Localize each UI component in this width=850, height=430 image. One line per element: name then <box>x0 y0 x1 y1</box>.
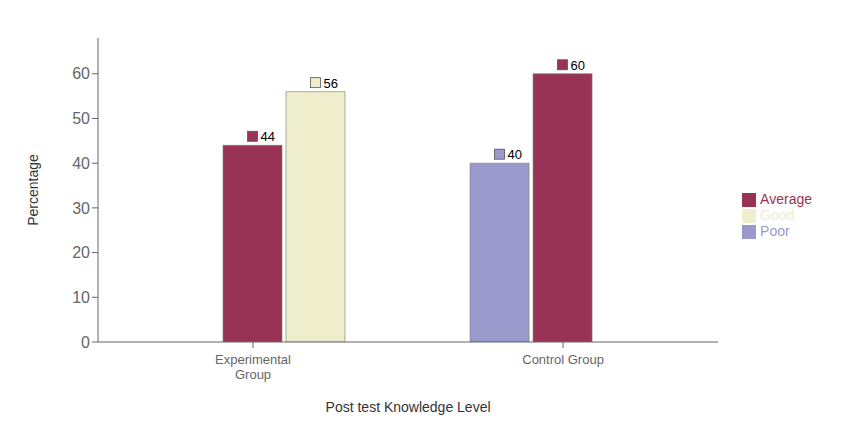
html-text:Good: Good <box>760 206 795 223</box>
svg-text:10: 10 <box>72 289 90 306</box>
html-text:Poor: Poor <box>760 223 790 240</box>
svg-text:Control Group: Control Group <box>522 352 604 367</box>
svg-text:50: 50 <box>72 110 90 127</box>
svg-text:60: 60 <box>571 58 585 73</box>
svg-text:60: 60 <box>72 65 90 82</box>
svg-text:30: 30 <box>72 200 90 217</box>
svg-text:40: 40 <box>508 147 522 162</box>
svg-text:ExperimentalGroup: ExperimentalGroup <box>215 352 291 382</box>
svg-text:56: 56 <box>324 76 338 91</box>
html-text:Average: Average <box>760 190 812 207</box>
svg-text:0: 0 <box>81 334 90 351</box>
svg-text:Percentage: Percentage <box>25 154 41 226</box>
svg-text:40: 40 <box>72 155 90 172</box>
svg-text:44: 44 <box>261 129 275 144</box>
svg-text:Post test Knowledge Level: Post test Knowledge Level <box>326 399 491 415</box>
svg-text:20: 20 <box>72 244 90 261</box>
